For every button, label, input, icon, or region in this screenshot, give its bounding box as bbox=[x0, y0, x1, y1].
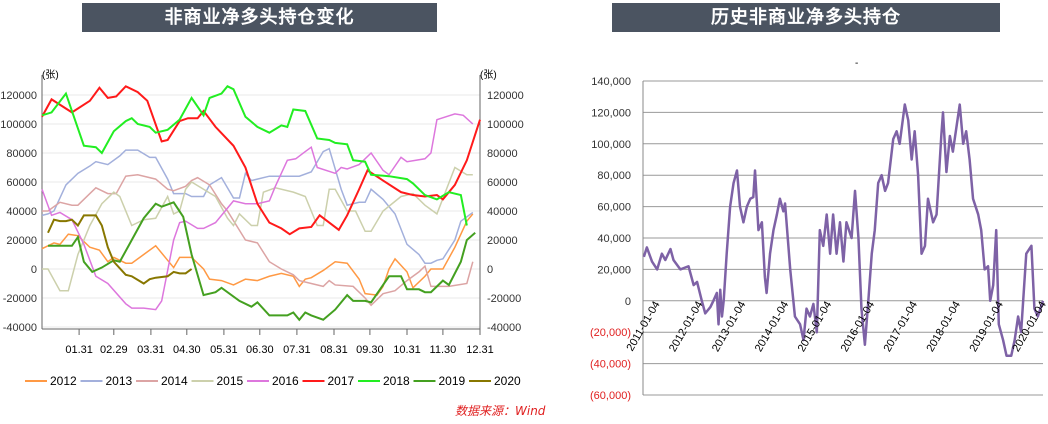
y-unit-right: (张) bbox=[480, 69, 497, 81]
y-tick-label-left: 20000 bbox=[6, 235, 37, 247]
data-source: 数据来源：Wind bbox=[455, 404, 546, 418]
y-tick-label: 80,000 bbox=[597, 170, 631, 182]
x-tick-label: 11.30 bbox=[430, 344, 457, 356]
series-line-2012 bbox=[41, 213, 474, 296]
x-tick-label: 2018-01-04 bbox=[924, 299, 963, 354]
x-tick-label: 06.30 bbox=[246, 344, 274, 356]
y-tick-label: 60,000 bbox=[597, 202, 631, 214]
y-tick-label-left: 80000 bbox=[6, 148, 37, 160]
legend-label-2014: 2014 bbox=[161, 374, 188, 388]
x-tick-label: 05.31 bbox=[210, 344, 238, 356]
x-tick-label: 07.31 bbox=[283, 344, 311, 356]
y-tick-label-left: -20000 bbox=[3, 293, 37, 305]
x-tick-label: 09.30 bbox=[356, 344, 384, 356]
legend-label-2015: 2015 bbox=[217, 374, 244, 388]
x-tick-label: 04.30 bbox=[173, 344, 201, 356]
y-tick-label: 0 bbox=[625, 296, 631, 308]
y-tick-label-right: -20000 bbox=[487, 293, 521, 305]
y-tick-label-left: 0 bbox=[31, 264, 37, 276]
y-tick-label-right: 80000 bbox=[487, 148, 518, 160]
y-tick-label: (60,000) bbox=[590, 390, 631, 402]
x-tick-label: 2012-01-04 bbox=[667, 299, 706, 354]
y-tick-label-right: 20000 bbox=[487, 235, 518, 247]
y-tick-label: 40,000 bbox=[597, 233, 631, 245]
left-chart-title: 非商业净多头持仓变化 bbox=[82, 3, 437, 32]
y-tick-label-right: -40000 bbox=[487, 322, 521, 334]
y-tick-label-left: 100000 bbox=[0, 119, 37, 131]
y-tick-label-left: 60000 bbox=[6, 177, 37, 189]
series-line-2018 bbox=[41, 85, 468, 226]
y-tick-label: (40,000) bbox=[590, 359, 631, 371]
x-tick-label: 02.29 bbox=[100, 344, 128, 356]
y-tick-label-left: 120000 bbox=[0, 90, 37, 102]
series-line-2020 bbox=[47, 214, 193, 285]
y-tick-label-right: 100000 bbox=[487, 119, 524, 131]
x-tick-label: 03.31 bbox=[137, 344, 165, 356]
y-tick-label-right: 120000 bbox=[487, 90, 524, 102]
x-tick-label: 10.31 bbox=[393, 344, 421, 356]
right-chart-title: 历史非商业净多头持仓 bbox=[612, 3, 1000, 32]
y-tick-label: 100,000 bbox=[591, 139, 631, 151]
legend-label-2016: 2016 bbox=[272, 374, 299, 388]
legend-label-2012: 2012 bbox=[50, 374, 77, 388]
series-line-2017 bbox=[41, 85, 481, 236]
y-tick-label: 120,000 bbox=[591, 107, 631, 119]
legend-label-2018: 2018 bbox=[383, 374, 410, 388]
x-tick-label: 08.31 bbox=[320, 344, 348, 356]
legend-label-2013: 2013 bbox=[106, 374, 133, 388]
legend-label-2017: 2017 bbox=[328, 374, 355, 388]
legend-label-2019: 2019 bbox=[439, 374, 466, 388]
y-tick-label-left: -40000 bbox=[3, 322, 37, 334]
y-tick-label-right: 0 bbox=[487, 264, 493, 276]
series-line-2019 bbox=[47, 201, 476, 322]
x-tick-label: 2017-01-04 bbox=[882, 299, 921, 354]
chart-subtitle-mark: - bbox=[855, 58, 858, 69]
y-unit-left: (张) bbox=[42, 69, 59, 81]
x-tick-label: 2016-01-04 bbox=[839, 299, 878, 354]
series-line-2014 bbox=[42, 173, 474, 307]
x-tick-label: 2014-01-04 bbox=[753, 299, 792, 354]
y-tick-label-right: 40000 bbox=[487, 206, 518, 218]
x-tick-label: 2013-01-04 bbox=[710, 299, 749, 354]
y-tick-label: 20,000 bbox=[597, 264, 631, 276]
legend-label-2020: 2020 bbox=[494, 374, 521, 388]
y-tick-label-right: 60000 bbox=[487, 177, 518, 189]
series-line-net-long bbox=[642, 103, 1045, 357]
y-tick-label-left: 40000 bbox=[6, 206, 37, 218]
x-tick-label: 12.31 bbox=[466, 344, 494, 356]
series-line-2015 bbox=[42, 166, 473, 292]
x-tick-label: 01.31 bbox=[65, 344, 93, 356]
y-tick-label: 140,000 bbox=[591, 76, 631, 88]
y-tick-label: (20,000) bbox=[590, 327, 631, 339]
